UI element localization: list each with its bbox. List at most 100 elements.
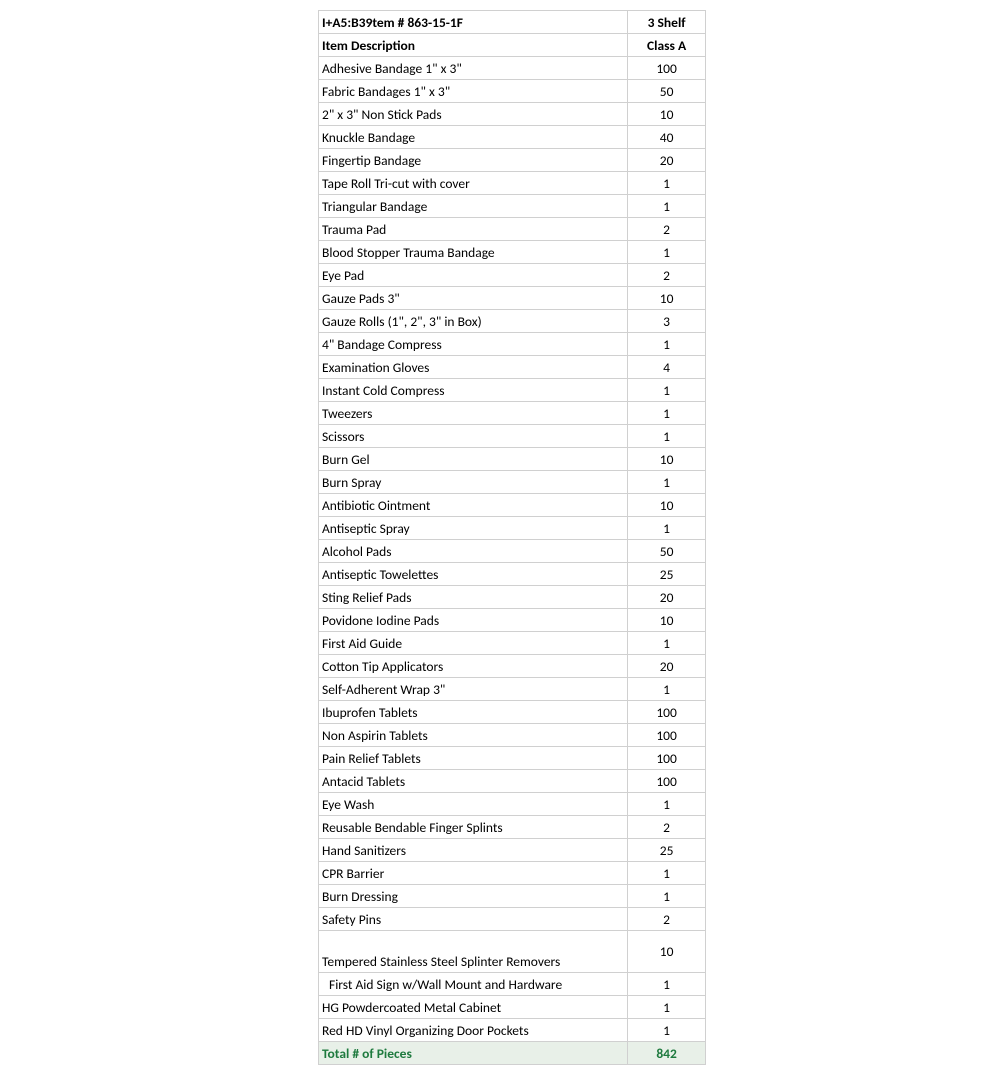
item-description-cell: Antiseptic Towelettes — [319, 563, 628, 586]
item-quantity-cell: 1 — [628, 678, 706, 701]
table-row: Red HD Vinyl Organizing Door Pockets1 — [319, 1019, 706, 1042]
item-description-cell: Antacid Tablets — [319, 770, 628, 793]
splinter-removers-row: Tempered Stainless Steel Splinter Remove… — [319, 931, 706, 973]
item-quantity-cell: 100 — [628, 770, 706, 793]
item-quantity-cell: 1 — [628, 1019, 706, 1042]
item-quantity-cell: 10 — [628, 103, 706, 126]
item-quantity-cell: 1 — [628, 471, 706, 494]
item-description-cell: Hand Sanitizers — [319, 839, 628, 862]
item-description-cell: Triangular Bandage — [319, 195, 628, 218]
item-quantity-cell: 20 — [628, 586, 706, 609]
item-description-cell: Non Aspirin Tablets — [319, 724, 628, 747]
table-row: Adhesive Bandage 1" x 3"100 — [319, 57, 706, 80]
table-row: Povidone Iodine Pads10 — [319, 609, 706, 632]
item-quantity-cell: 3 Shelf — [628, 11, 706, 34]
table-row: Gauze Rolls (1", 2", 3" in Box)3 — [319, 310, 706, 333]
item-description-cell: Instant Cold Compress — [319, 379, 628, 402]
item-description-cell: Sting Relief Pads — [319, 586, 628, 609]
item-quantity-cell: 20 — [628, 149, 706, 172]
item-quantity-cell: 2 — [628, 816, 706, 839]
item-quantity-cell: 1 — [628, 195, 706, 218]
table-row: Knuckle Bandage40 — [319, 126, 706, 149]
item-quantity-cell: 10 — [628, 448, 706, 471]
item-quantity-cell: 1 — [628, 517, 706, 540]
item-description-cell: Burn Dressing — [319, 885, 628, 908]
item-description-cell: Burn Gel — [319, 448, 628, 471]
table-row: Fingertip Bandage20 — [319, 149, 706, 172]
item-description-cell: Examination Gloves — [319, 356, 628, 379]
table-row: Antiseptic Towelettes25 — [319, 563, 706, 586]
total-row: Total # of Pieces842 — [319, 1042, 706, 1065]
item-description-cell: Fabric Bandages 1" x 3" — [319, 80, 628, 103]
item-description-cell: Gauze Pads 3" — [319, 287, 628, 310]
table-row: CPR Barrier1 — [319, 862, 706, 885]
item-quantity-cell: 40 — [628, 126, 706, 149]
item-quantity-cell: 100 — [628, 57, 706, 80]
item-quantity-cell: 1 — [628, 241, 706, 264]
item-quantity-cell: 1 — [628, 862, 706, 885]
item-quantity-cell: 1 — [628, 793, 706, 816]
table-row: Alcohol Pads50 — [319, 540, 706, 563]
item-description-cell: HG Powdercoated Metal Cabinet — [319, 996, 628, 1019]
table-row: Burn Dressing1 — [319, 885, 706, 908]
table-row: Tweezers1 — [319, 402, 706, 425]
item-description-cell: Total # of Pieces — [319, 1042, 628, 1065]
item-quantity-cell: 2 — [628, 264, 706, 287]
item-description-cell: Ibuprofen Tablets — [319, 701, 628, 724]
table-row: Eye Wash1 — [319, 793, 706, 816]
item-description-cell: Fingertip Bandage — [319, 149, 628, 172]
item-description-cell: Antiseptic Spray — [319, 517, 628, 540]
item-description-cell: 2" x 3" Non Stick Pads — [319, 103, 628, 126]
item-description-cell: Gauze Rolls (1", 2", 3" in Box) — [319, 310, 628, 333]
table-row: Scissors1 — [319, 425, 706, 448]
item-description-cell: CPR Barrier — [319, 862, 628, 885]
item-description-cell: Red HD Vinyl Organizing Door Pockets — [319, 1019, 628, 1042]
table-row: Tape Roll Tri-cut with cover1 — [319, 172, 706, 195]
table-row: Trauma Pad2 — [319, 218, 706, 241]
item-quantity-cell: 100 — [628, 701, 706, 724]
item-quantity-cell: 100 — [628, 747, 706, 770]
item-quantity-cell: 842 — [628, 1042, 706, 1065]
table-row: First Aid Guide1 — [319, 632, 706, 655]
table-row: Reusable Bendable Finger Splints2 — [319, 816, 706, 839]
table-row: Burn Gel10 — [319, 448, 706, 471]
item-quantity-cell: 10 — [628, 494, 706, 517]
table-row: Instant Cold Compress1 — [319, 379, 706, 402]
item-quantity-cell: 100 — [628, 724, 706, 747]
item-description-cell: I+A5:B39tem # 863-15-1F — [319, 11, 628, 34]
item-description-cell: Eye Wash — [319, 793, 628, 816]
item-quantity-cell: 4 — [628, 356, 706, 379]
table-row: Eye Pad2 — [319, 264, 706, 287]
item-description-cell: Trauma Pad — [319, 218, 628, 241]
table-row: Antiseptic Spray1 — [319, 517, 706, 540]
table-row: Examination Gloves4 — [319, 356, 706, 379]
item-quantity-cell: 10 — [628, 931, 706, 973]
table-row: Self-Adherent Wrap 3"1 — [319, 678, 706, 701]
item-description-cell: Tweezers — [319, 402, 628, 425]
table-row: Antacid Tablets100 — [319, 770, 706, 793]
item-description-cell: 4" Bandage Compress — [319, 333, 628, 356]
item-quantity-cell: 2 — [628, 908, 706, 931]
item-quantity-cell: Class A — [628, 34, 706, 57]
item-description-cell: Povidone Iodine Pads — [319, 609, 628, 632]
table-row: 2" x 3" Non Stick Pads10 — [319, 103, 706, 126]
item-description-cell: Pain Relief Tablets — [319, 747, 628, 770]
table-row: Sting Relief Pads20 — [319, 586, 706, 609]
item-description-cell: Tape Roll Tri-cut with cover — [319, 172, 628, 195]
item-quantity-cell: 1 — [628, 973, 706, 996]
item-quantity-cell: 20 — [628, 655, 706, 678]
table-row: Safety Pins2 — [319, 908, 706, 931]
item-quantity-cell: 1 — [628, 632, 706, 655]
header-row-1: I+A5:B39tem # 863-15-1F3 Shelf — [319, 11, 706, 34]
table-row: Blood Stopper Trauma Bandage1 — [319, 241, 706, 264]
item-quantity-cell: 1 — [628, 425, 706, 448]
table-row: HG Powdercoated Metal Cabinet1 — [319, 996, 706, 1019]
item-description-cell: First Aid Sign w/Wall Mount and Hardware — [319, 973, 628, 996]
table-row: Pain Relief Tablets100 — [319, 747, 706, 770]
item-description-cell: Safety Pins — [319, 908, 628, 931]
table-row: Fabric Bandages 1" x 3"50 — [319, 80, 706, 103]
item-description-cell: Eye Pad — [319, 264, 628, 287]
item-quantity-cell: 2 — [628, 218, 706, 241]
item-quantity-cell: 3 — [628, 310, 706, 333]
item-description-cell: Burn Spray — [319, 471, 628, 494]
